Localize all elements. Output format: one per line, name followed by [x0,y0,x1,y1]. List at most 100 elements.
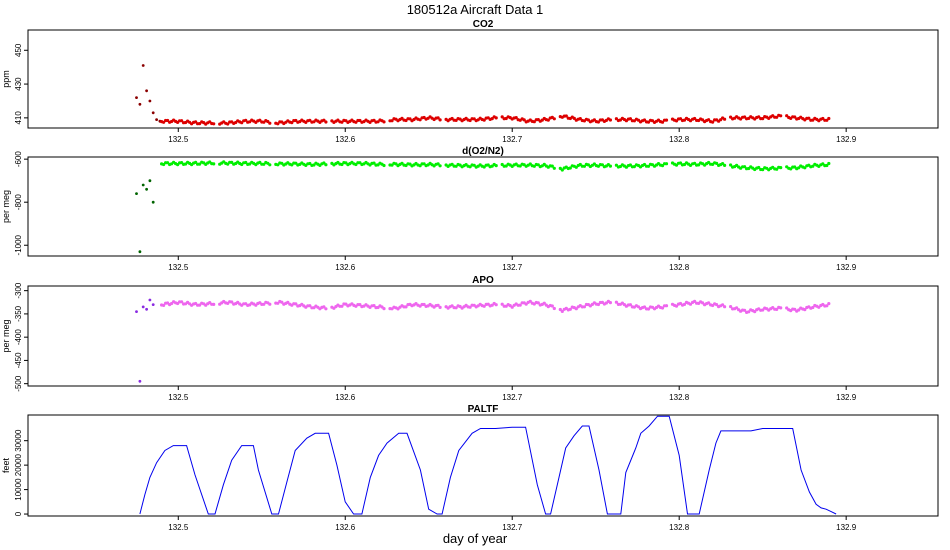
data-point [660,306,665,310]
data-point [308,118,312,122]
data-point [418,118,422,122]
y-tick-label: 10000 [14,478,23,501]
data-point [358,303,362,307]
data-point [536,301,540,305]
data-point [761,308,765,312]
panel-paltf: PALTF feet 132.5 132.6 132.7 132.8 132.9 0 100… [1,404,939,532]
panel-title: PALTF [468,404,499,415]
x-tick-label: 132.5 [168,135,189,144]
y-tick-label: 20000 [14,453,23,476]
x-tick-label: 132.6 [335,393,356,402]
x-tick-label: 132.7 [502,263,523,272]
axes: 132.5 132.6 132.7 132.8 132.9 0 10000 200003000… [14,429,857,532]
data-point [729,305,733,309]
data-point [811,164,815,168]
data-point [145,307,149,311]
data-point [514,116,518,120]
data-point [294,302,298,306]
data-point [340,304,344,308]
data-point [779,166,783,170]
data-point [560,309,564,313]
x-tick-label: 132.8 [669,135,690,144]
y-tick-label: -450 [14,352,23,369]
y-tick-label: -400 [14,329,23,346]
data-point [775,167,779,171]
data-point [390,119,394,123]
data-point [438,164,442,168]
y-tick-label: -500 [14,375,23,392]
data-point [244,160,248,165]
y-tick-label: 0 [14,511,23,516]
data-point [646,307,651,311]
panel-title: CO2 [473,19,494,30]
x-axis-label: day of year [443,531,508,546]
data-point [322,305,326,309]
data-point [155,118,159,121]
x-tick-label: 132.9 [836,523,857,532]
x-tick-label: 132.6 [335,523,356,532]
data-point [151,303,155,306]
data-point [135,310,138,313]
data-point [825,304,829,308]
axes: 132.5 132.6 132.7 132.8 132.9 -500 -450 -400 -35… [14,282,857,402]
data-point [141,64,145,67]
data-point [600,163,605,167]
data-point [145,187,149,191]
data-point [678,161,683,165]
data-point [324,163,328,167]
data-point [693,116,697,121]
data-point [212,302,216,306]
data-point [212,162,216,166]
data-point [721,303,725,307]
data-point [582,305,587,309]
data-point [664,304,669,308]
data-point [582,164,587,168]
data-point [276,122,280,126]
data-point [558,307,562,312]
x-tick-label: 132.5 [168,393,189,402]
data-point [148,179,152,183]
x-tick-label: 132.8 [669,263,690,272]
data-point [707,301,711,305]
data-point [542,301,546,305]
data-point [550,164,554,168]
data-point [135,96,138,99]
x-tick-label: 132.7 [502,523,523,532]
data-point [308,161,312,166]
plot-frame [27,29,939,129]
data-marks [139,415,837,515]
y-tick-label: 30000 [14,429,23,452]
data-point [138,250,142,254]
data-point [825,163,829,168]
data-point [735,306,739,310]
data-point [148,298,152,302]
data-point [436,303,440,307]
data-point [761,117,765,121]
data-point [628,117,633,121]
data-point [135,192,138,196]
data-point [482,304,486,308]
data-point [743,165,747,169]
data-point [151,200,155,204]
y-tick-label: -350 [14,305,23,322]
y-tick-label: -600 [14,151,23,168]
y-axis-label: per meg [1,319,11,352]
data-point [198,303,202,307]
data-point [324,307,328,311]
plot-frame [27,414,939,517]
data-point [468,305,472,309]
data-point [560,168,564,172]
data-point [494,303,498,307]
data-marks [135,64,831,126]
data-point [280,300,284,304]
x-tick-label: 132.8 [669,393,690,402]
data-point [438,118,442,122]
data-point [500,302,504,306]
x-tick-label: 132.7 [502,135,523,144]
data-point [596,302,601,307]
data-point [148,99,152,103]
y-tick-label: 410 [14,111,23,125]
x-tick-label: 132.5 [168,263,189,272]
data-point [436,116,440,120]
